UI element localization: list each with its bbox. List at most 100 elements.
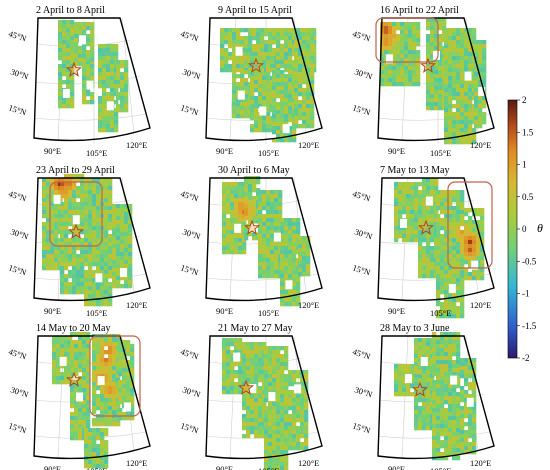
data-cell (84, 194, 89, 199)
data-cell (118, 396, 123, 401)
data-cell (70, 424, 75, 429)
data-cell (270, 238, 275, 243)
data-cell (304, 426, 309, 431)
data-cell (464, 116, 469, 121)
panel-title: 30 April to 6 May (218, 165, 290, 176)
data-cell (84, 190, 89, 195)
data-cell (468, 422, 473, 427)
data-cell (84, 278, 89, 283)
lat-label: 15°N (7, 420, 27, 435)
map-frame (205, 177, 323, 302)
data-cell (92, 448, 97, 453)
data-cell (126, 400, 131, 405)
data-cell (100, 456, 105, 461)
data-cell (460, 234, 465, 239)
data-cell (440, 202, 445, 207)
data-cell (456, 416, 461, 421)
data-cell (56, 364, 61, 369)
data-cell (254, 398, 259, 403)
data-cell (456, 400, 461, 405)
data-cell (108, 274, 113, 279)
data-cell (252, 180, 257, 185)
data-cell (96, 206, 101, 211)
data-cell (128, 232, 133, 237)
data-cell (276, 398, 281, 403)
data-cell (90, 54, 95, 59)
data-cell (100, 460, 105, 465)
data-cell (104, 242, 109, 247)
data-cell (440, 392, 445, 397)
data-cell (124, 244, 129, 249)
data-cell (280, 274, 285, 279)
data-cell (266, 72, 271, 77)
data-cell (298, 252, 303, 257)
data-cell (100, 282, 105, 287)
data-cell (394, 238, 399, 243)
data-cell (108, 198, 113, 203)
data-cell (464, 48, 469, 53)
data-cell (88, 270, 93, 275)
data-cell (124, 64, 129, 69)
data-cell (266, 254, 271, 259)
data-cell (304, 442, 309, 447)
data-cell (456, 286, 461, 291)
data-cell (82, 384, 87, 389)
data-cell (302, 72, 307, 77)
data-cell (298, 100, 303, 105)
data-cell (130, 364, 135, 369)
data-cell (280, 36, 285, 41)
data-cell (242, 242, 247, 247)
data-cell (482, 104, 487, 109)
data-cell (110, 120, 115, 125)
data-cell (86, 404, 91, 409)
data-cell (88, 234, 93, 239)
data-cell (288, 94, 293, 99)
data-cell (394, 234, 399, 239)
data-cell (456, 262, 461, 267)
data-cell (430, 82, 435, 87)
data-cell (256, 180, 261, 185)
data-cell (228, 36, 233, 41)
data-cell (242, 374, 247, 379)
data-cell (440, 332, 445, 337)
data-cell (412, 70, 417, 75)
data-cell (468, 64, 473, 69)
data-cell (440, 452, 445, 457)
data-cell (434, 106, 439, 111)
data-cell (448, 210, 453, 215)
data-cell (244, 184, 249, 189)
data-cell (422, 234, 427, 239)
data-cell (96, 418, 101, 423)
data-cell (456, 372, 461, 377)
data-cell (264, 374, 269, 379)
data-cell (438, 54, 443, 59)
data-cell (440, 400, 445, 405)
data-cell (222, 230, 227, 235)
data-cell (126, 348, 131, 353)
data-cell (448, 368, 453, 373)
data-cell (292, 418, 297, 423)
data-cell (272, 32, 277, 37)
data-cell (292, 218, 297, 223)
data-cell (62, 36, 67, 41)
data-cell (68, 182, 73, 187)
data-cell (310, 60, 315, 65)
data-cell (426, 42, 431, 47)
data-cell (108, 210, 113, 215)
data-cell (422, 206, 427, 211)
data-cell (456, 92, 461, 97)
data-cell (456, 348, 461, 353)
data-cell (74, 412, 79, 417)
data-cell (398, 372, 403, 377)
data-cell (72, 190, 77, 195)
data-cell (42, 226, 47, 231)
data-cell (440, 352, 445, 357)
data-cell (84, 246, 89, 251)
data-cell (220, 28, 225, 33)
data-cell (432, 444, 437, 449)
data-cell (468, 128, 473, 133)
data-cell (394, 206, 399, 211)
data-cell (244, 228, 249, 233)
data-cell (306, 100, 311, 105)
